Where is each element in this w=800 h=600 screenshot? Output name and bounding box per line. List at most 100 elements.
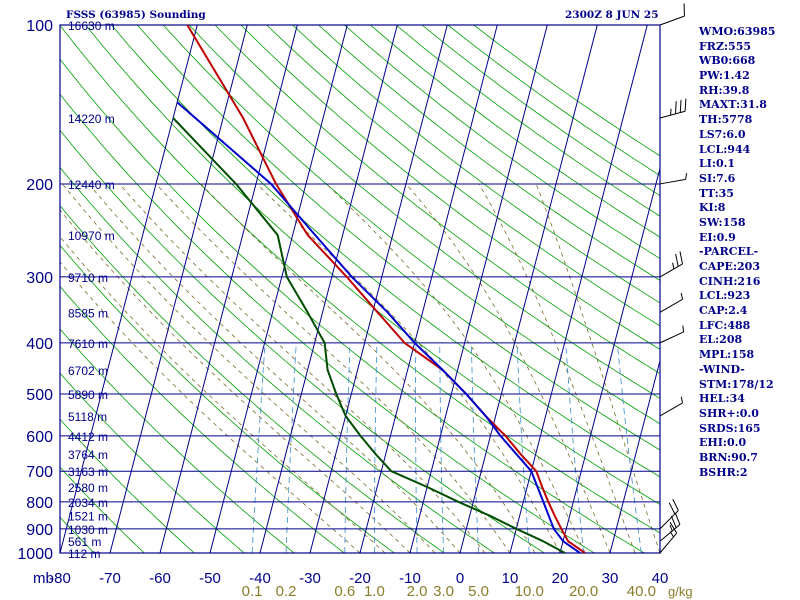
dry-adiabat (188, 25, 660, 399)
temperature-tick-label: -20 (349, 570, 371, 587)
temperature-tick-label: -70 (99, 570, 121, 587)
parcel-profile (176, 101, 581, 553)
index-item: BSHR:2 (699, 465, 748, 479)
temperature-tick-label: -80 (49, 570, 71, 587)
height-label: 5890 m (68, 388, 108, 402)
height-label: 4412 m (68, 430, 108, 444)
dry-adiabat (344, 25, 660, 260)
sounding-profiles (172, 25, 586, 553)
pressure-tick-label: 1000 (17, 546, 53, 563)
index-item: KI:8 (699, 201, 726, 215)
index-item: CAPE:203 (699, 260, 760, 273)
height-label: 2034 m (68, 496, 108, 510)
temperature-tick-label: 10 (502, 570, 519, 587)
pressure-tick-label: 500 (26, 387, 53, 404)
index-item: EHI:0.0 (699, 436, 747, 450)
isotherm (209, 25, 348, 553)
index-item: LS7:6.0 (699, 127, 746, 141)
height-label: 16630 m (68, 19, 115, 33)
temperature-tick-label: -50 (199, 570, 221, 587)
dry-adiabat (111, 25, 660, 478)
pressure-tick-label: 800 (26, 495, 53, 512)
dry-adiabat (162, 25, 660, 425)
mixing-ratio-label: 0.1 (242, 583, 263, 600)
mixing-ratio-label: 0.2 (276, 583, 297, 600)
wind-barb (659, 325, 685, 344)
isotherm (609, 358, 660, 553)
dry-adiabat (60, 328, 295, 553)
dry-adiabat (60, 205, 445, 553)
temperature-tick-label: -40 (249, 570, 271, 587)
height-label: 6702 m (68, 364, 108, 378)
height-label: 1521 m (68, 510, 108, 524)
temperature-tick-label: -60 (149, 570, 171, 587)
index-item: BRN:90.7 (699, 450, 758, 464)
height-label: 561 m (68, 535, 101, 549)
height-label: 1030 m (68, 523, 108, 537)
height-label: 10970 m (68, 229, 115, 243)
wind-barb (659, 98, 687, 119)
mixing-ratio-label: 1.0 (364, 583, 385, 600)
stability-indices-panel: WMO:63985 FRZ:555 WB0:668 PW:1.42 RH:39.8 MAX… (699, 25, 799, 480)
height-label: 12440 m (68, 178, 115, 192)
index-item: CAP:2.4 (699, 304, 748, 318)
dry-adiabat (85, 25, 660, 505)
wind-barb (659, 173, 688, 185)
height-label: 9710 m (68, 271, 108, 285)
height-label: 8585 m (68, 306, 108, 320)
mixing-ratio-label: 2.0 (407, 583, 428, 600)
index-item: EI:0.9 (699, 230, 736, 244)
dry-adiabat (137, 25, 660, 451)
grid-lines (59, 24, 661, 554)
pressure-tick-label: 200 (26, 177, 53, 194)
mixing-ratio-label: 0.6 (334, 583, 355, 600)
pressure-tick-label: 700 (26, 464, 53, 481)
dry-adiabat (214, 25, 660, 375)
isotherm (159, 25, 298, 553)
observation-time: 2300Z 8 JUN 25 (565, 9, 659, 21)
index-item: TH:5778 (699, 113, 753, 127)
dry-adiabat (60, 372, 245, 553)
index-item: SRDS:165 (699, 421, 761, 435)
moist-adiabat (60, 209, 411, 553)
index-item: LI:0.1 (699, 157, 736, 171)
moist-adiabat (155, 183, 511, 553)
dry-adiabat (60, 93, 595, 553)
index-item: SHR+:0.0 (699, 406, 759, 420)
wind-barb (659, 292, 684, 313)
index-item: -WIND- (699, 362, 745, 376)
isotherm (559, 166, 660, 553)
wind-barb (659, 251, 684, 278)
isotherm (359, 25, 498, 553)
moist-adiabat (478, 183, 636, 553)
plot-frame (59, 24, 661, 554)
isotherm (459, 25, 598, 553)
mixing-ratio-label: 10.0 (515, 583, 544, 600)
index-item: WMO:63985 (699, 25, 776, 38)
wind-barb (659, 512, 681, 542)
height-label: 5118 m (68, 410, 107, 424)
temperature-tick-label: -10 (399, 570, 421, 587)
index-item: HEL:34 (699, 392, 745, 406)
index-item: EL:208 (699, 333, 743, 347)
dry-adiabat (266, 25, 660, 327)
index-item: LCL:944 (699, 142, 751, 156)
height-label: 14220 m (68, 112, 115, 126)
index-item: TT:35 (699, 186, 734, 200)
dry-adiabat (60, 25, 660, 534)
dry-adiabat (318, 25, 660, 281)
index-item: LFC:488 (699, 318, 751, 332)
isotherm (259, 25, 398, 553)
dry-adiabat (292, 25, 660, 304)
temperature-tick-label: -30 (299, 570, 321, 587)
pressure-tick-label: 900 (26, 522, 53, 539)
pressure-tick-label: 600 (26, 429, 53, 446)
moist-adiabat (119, 183, 486, 553)
index-item: SI:7.6 (699, 171, 736, 185)
dewpoint-profile (172, 117, 566, 553)
index-item: MAXT:31.8 (699, 98, 767, 112)
pressure-tick-label: 400 (26, 336, 53, 353)
temperature-tick-label: 20 (552, 570, 569, 587)
dry-adiabat (60, 285, 345, 553)
isotherm (60, 25, 198, 553)
